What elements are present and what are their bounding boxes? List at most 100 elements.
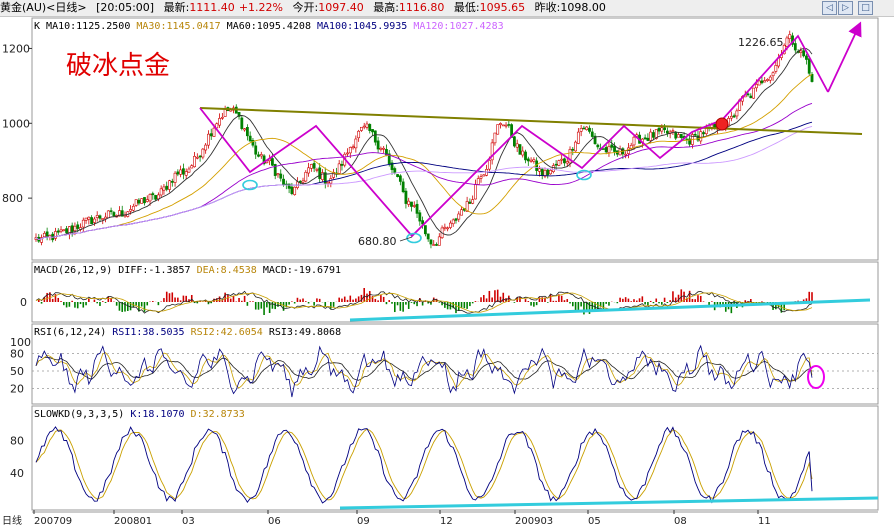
x-tick-label: 09 bbox=[357, 516, 370, 527]
x-tick-label: 200903 bbox=[515, 516, 553, 527]
candle-body bbox=[118, 210, 121, 217]
candle-body bbox=[379, 147, 383, 150]
candle-body bbox=[212, 127, 216, 137]
candle-body bbox=[665, 130, 669, 134]
candle-body bbox=[290, 186, 294, 194]
candle-body bbox=[451, 219, 455, 225]
kd-k-line bbox=[35, 426, 813, 504]
time-label: [20:05:00] bbox=[96, 1, 155, 14]
wave-trendline bbox=[199, 34, 829, 238]
candle-body bbox=[435, 244, 438, 246]
candle-body bbox=[805, 55, 808, 60]
x-tick-label: 11 bbox=[758, 516, 771, 527]
candle-body bbox=[401, 181, 405, 193]
candle-body bbox=[245, 127, 249, 137]
candle-body bbox=[307, 167, 310, 174]
candle-body bbox=[799, 50, 803, 53]
maximize-icon[interactable]: □ bbox=[858, 1, 873, 15]
candle-body bbox=[151, 193, 155, 196]
candle-body bbox=[257, 154, 260, 157]
candle-body bbox=[293, 186, 297, 195]
candle-body bbox=[521, 150, 525, 156]
candle-body bbox=[56, 230, 60, 233]
candle-body bbox=[699, 131, 703, 142]
candle-body bbox=[143, 197, 146, 204]
candle-body bbox=[512, 136, 516, 147]
candle-body bbox=[674, 131, 678, 139]
candle-body bbox=[390, 162, 394, 170]
candle-body bbox=[493, 132, 497, 144]
candle-body bbox=[476, 178, 480, 185]
candle-body bbox=[156, 194, 160, 200]
candle-body bbox=[398, 175, 402, 182]
candle-body bbox=[696, 135, 700, 141]
candle-body bbox=[204, 144, 208, 151]
neckline-trendline bbox=[199, 107, 863, 135]
candle-body bbox=[524, 151, 527, 161]
kd-d-line bbox=[35, 428, 813, 501]
candle-body bbox=[487, 160, 491, 170]
candle-body bbox=[585, 126, 589, 131]
candle-body bbox=[474, 184, 477, 200]
rsi-y-tick: 80 bbox=[10, 348, 24, 361]
candle-body bbox=[610, 144, 614, 148]
candle-body bbox=[95, 215, 99, 218]
candle-body bbox=[768, 76, 772, 81]
candle-body bbox=[490, 142, 494, 161]
candle-body bbox=[576, 131, 580, 144]
candle-body bbox=[134, 199, 138, 206]
candle-body bbox=[546, 169, 550, 176]
candle-body bbox=[624, 153, 628, 156]
candle-body bbox=[482, 174, 486, 177]
legend-entry: MACD(26,12,9) bbox=[34, 265, 118, 276]
x-tick-label: 12 bbox=[440, 516, 453, 527]
candle-body bbox=[407, 200, 411, 205]
candle-body bbox=[613, 145, 616, 152]
candle-body bbox=[423, 225, 427, 235]
candle-body bbox=[365, 123, 369, 128]
macd-legend: MACD(26,12,9) DIFF:-1.3857 DEA:8.4538 MA… bbox=[34, 265, 341, 276]
candle-body bbox=[460, 209, 463, 216]
candle-body bbox=[368, 124, 372, 131]
candle-body bbox=[679, 133, 683, 138]
legend-entry: MACD:-19.6791 bbox=[263, 265, 341, 276]
candle-body bbox=[437, 236, 441, 246]
candle-body bbox=[176, 171, 180, 175]
scroll-right-icon[interactable]: ▷ bbox=[838, 1, 853, 15]
candle-body bbox=[760, 80, 764, 84]
candle-body bbox=[159, 188, 163, 196]
candle-body bbox=[237, 111, 241, 117]
candle-body bbox=[323, 172, 327, 184]
candle-body bbox=[321, 172, 324, 180]
open-label: 今开:1097.40 bbox=[292, 1, 364, 14]
candle-body bbox=[596, 144, 600, 148]
candle-body bbox=[393, 168, 397, 174]
candle-body bbox=[215, 123, 219, 129]
candle-body bbox=[557, 160, 561, 166]
candle-body bbox=[112, 212, 116, 217]
scroll-left-icon[interactable]: ◁ bbox=[822, 1, 837, 15]
candle-body bbox=[42, 233, 46, 238]
prev-close-label: 昨收:1098.00 bbox=[534, 1, 606, 14]
main-y-tick: 1000 bbox=[2, 117, 30, 130]
candle-body bbox=[593, 135, 597, 145]
candle-body bbox=[193, 155, 196, 168]
candle-body bbox=[660, 127, 664, 132]
candle-body bbox=[688, 138, 692, 145]
kd-y-tick: 40 bbox=[10, 467, 24, 480]
candle-body bbox=[168, 180, 171, 190]
candle-body bbox=[154, 195, 157, 200]
kd-legend: SLOWKD(9,3,3,5) K:18.1070 D:32.8733 bbox=[34, 409, 245, 420]
candle-body bbox=[543, 170, 547, 177]
candle-body bbox=[532, 159, 536, 162]
legend-entry: K bbox=[34, 21, 46, 32]
ma120-line bbox=[35, 125, 813, 240]
candle-body bbox=[101, 218, 105, 220]
candle-body bbox=[454, 218, 458, 221]
rsi-y-tick: 50 bbox=[10, 365, 24, 378]
candle-body bbox=[554, 163, 558, 166]
ma30-line bbox=[35, 74, 813, 240]
candle-body bbox=[195, 156, 199, 159]
candle-body bbox=[360, 126, 363, 131]
x-tick-label: 06 bbox=[268, 516, 281, 527]
